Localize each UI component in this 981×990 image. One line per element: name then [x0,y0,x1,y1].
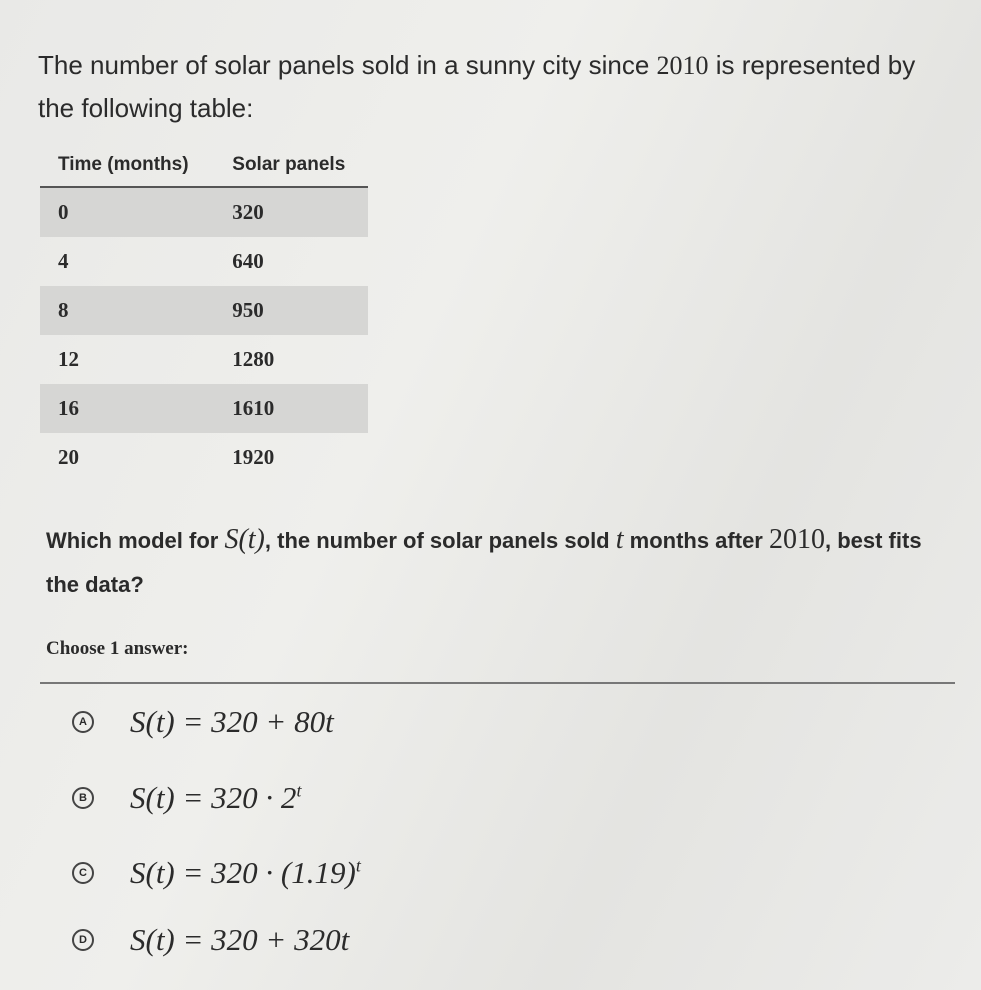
table-cell: 950 [214,286,368,335]
table-cell: 8 [40,286,215,335]
table-cell: 16 [40,384,215,433]
option-letter: C [72,862,94,884]
option-letter: B [72,787,94,809]
column-header: Solar panels [214,148,368,188]
option-formula: S(t) = 320 + 80t [130,704,334,740]
table-cell: 4 [58,249,69,273]
table-cell: 320 [214,187,368,237]
table-cell: 0 [40,187,215,237]
answer-option[interactable]: D S(t) = 320 + 320t [72,920,349,960]
table-row: 20 1920 [40,433,368,482]
option-formula: S(t) = 320 · 2t [130,780,301,816]
formula-exponent: t [296,780,302,801]
question-text: , the number of solar panels sold [264,528,616,553]
option-letter: D [72,929,94,951]
data-table: Time (months) Solar panels 0 320 4 640 8 950 12… [40,148,368,482]
question-text: , best fits the data? [46,528,922,597]
formula-text: S(t) = 320 + 80t [130,704,334,739]
table-row: 12 1280 [40,335,368,384]
intro-text: is represented by the following table: [38,50,916,123]
table-cell: 640 [232,249,264,273]
intro: The number of solar panels sold in a sun… [38,44,958,129]
divider [40,682,955,684]
formula-text: S(t) = 320 · (1.19) [130,855,356,890]
table-row: 8 950 [40,286,368,335]
question-text: Which model for [46,528,225,553]
column-header: Time (months) [40,148,215,188]
table-cell: 1280 [232,347,275,371]
table-cell: 12 [58,347,79,371]
question-math: 2010 [768,524,825,555]
table-row: 16 1610 [40,384,368,433]
question-math: t [615,524,624,555]
formula-exponent: t [355,855,361,876]
option-formula: S(t) = 320 · (1.19)t [130,855,361,891]
table-row: 0 320 [40,187,368,237]
formula-text: S(t) = 320 · 2 [130,780,297,815]
formula-text: S(t) = 320 + 320t [130,922,350,957]
intro-text: The number of solar panels sold in a sun… [38,50,657,80]
question: Which model for S(t), the number of sola… [46,518,946,607]
table-row: 4 640 [40,237,368,286]
table-cell: 1920 [232,445,275,469]
option-formula: S(t) = 320 + 320t [130,922,349,958]
table-cell: 1610 [214,384,368,433]
question-text: months after [623,528,769,553]
answer-option[interactable]: A S(t) = 320 + 80t [72,702,334,742]
intro-year: 2010 [656,51,709,80]
answer-option[interactable]: B S(t) = 320 · 2t [72,778,301,818]
answer-option[interactable]: C S(t) = 320 · (1.19)t [72,853,361,893]
option-letter: A [72,711,94,733]
table-cell: 20 [58,445,79,469]
choose-label: Choose 1 answer: [46,638,189,659]
question-math: S(t) [224,524,265,555]
